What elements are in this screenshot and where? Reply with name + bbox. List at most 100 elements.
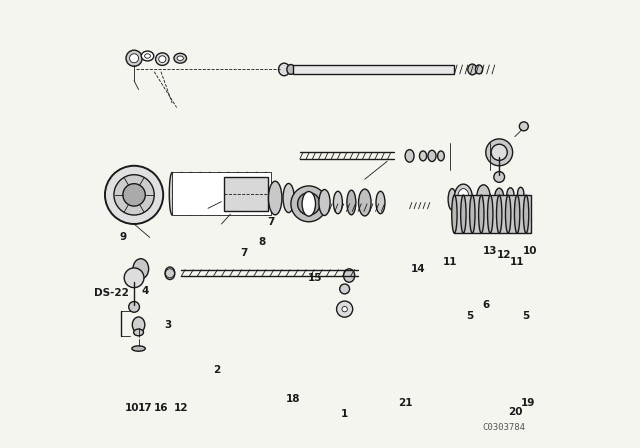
Ellipse shape <box>470 195 475 233</box>
Text: 12: 12 <box>174 403 188 413</box>
Ellipse shape <box>283 184 294 213</box>
Ellipse shape <box>452 195 457 233</box>
Circle shape <box>129 302 140 312</box>
Ellipse shape <box>197 172 204 215</box>
Circle shape <box>124 268 144 288</box>
Ellipse shape <box>253 172 260 215</box>
Text: 10: 10 <box>524 246 538 256</box>
Ellipse shape <box>506 195 511 233</box>
Ellipse shape <box>319 190 330 215</box>
Ellipse shape <box>278 63 290 76</box>
Bar <box>224 177 269 211</box>
Ellipse shape <box>507 188 514 202</box>
Text: 17: 17 <box>138 403 152 413</box>
Ellipse shape <box>405 150 414 162</box>
Ellipse shape <box>454 184 472 210</box>
Ellipse shape <box>477 185 490 209</box>
Ellipse shape <box>169 172 175 215</box>
Circle shape <box>298 193 320 215</box>
Ellipse shape <box>132 346 145 351</box>
Text: 12: 12 <box>497 250 511 260</box>
Circle shape <box>494 172 504 182</box>
Text: 5: 5 <box>467 311 474 321</box>
Ellipse shape <box>428 151 436 162</box>
Text: 9: 9 <box>119 233 127 242</box>
Text: 11: 11 <box>443 257 457 267</box>
Ellipse shape <box>269 181 282 215</box>
Ellipse shape <box>207 172 212 215</box>
Ellipse shape <box>438 151 444 161</box>
Bar <box>454 195 531 233</box>
Ellipse shape <box>263 172 269 215</box>
Circle shape <box>337 301 353 317</box>
Ellipse shape <box>347 190 356 215</box>
Circle shape <box>105 166 163 224</box>
Ellipse shape <box>177 56 184 60</box>
Ellipse shape <box>358 189 371 216</box>
Ellipse shape <box>448 189 456 210</box>
Ellipse shape <box>524 195 529 233</box>
Ellipse shape <box>141 51 154 61</box>
Ellipse shape <box>342 306 348 312</box>
Ellipse shape <box>344 269 355 282</box>
Ellipse shape <box>461 195 466 233</box>
Ellipse shape <box>340 284 349 294</box>
Text: C0303784: C0303784 <box>482 423 525 432</box>
Ellipse shape <box>165 267 175 280</box>
Circle shape <box>114 175 154 215</box>
Bar <box>293 65 454 74</box>
Text: 19: 19 <box>521 398 536 408</box>
Text: 7: 7 <box>240 248 248 258</box>
Text: 3: 3 <box>164 320 172 330</box>
Ellipse shape <box>488 195 493 233</box>
Text: 21: 21 <box>398 398 412 408</box>
Ellipse shape <box>419 151 427 161</box>
Ellipse shape <box>244 172 250 215</box>
Ellipse shape <box>235 172 241 215</box>
Text: 5: 5 <box>522 311 530 321</box>
Ellipse shape <box>179 172 184 215</box>
Text: 4: 4 <box>141 286 149 296</box>
Ellipse shape <box>468 64 477 75</box>
Circle shape <box>291 186 327 222</box>
Circle shape <box>126 50 142 66</box>
Text: 13: 13 <box>483 246 497 256</box>
Circle shape <box>123 184 145 206</box>
Ellipse shape <box>132 317 145 332</box>
Text: 2: 2 <box>213 365 221 375</box>
Ellipse shape <box>225 172 232 215</box>
Ellipse shape <box>479 195 484 233</box>
Text: 8: 8 <box>258 237 266 247</box>
Text: 20: 20 <box>508 407 522 417</box>
Text: 1: 1 <box>341 409 348 419</box>
Text: 16: 16 <box>154 403 168 413</box>
Ellipse shape <box>476 65 483 74</box>
Ellipse shape <box>497 195 502 233</box>
Ellipse shape <box>333 191 342 214</box>
Ellipse shape <box>188 172 194 215</box>
Ellipse shape <box>518 187 524 200</box>
Circle shape <box>130 54 139 63</box>
Ellipse shape <box>145 54 150 58</box>
Text: 15: 15 <box>308 273 323 283</box>
Circle shape <box>486 139 513 166</box>
Ellipse shape <box>134 329 143 336</box>
Circle shape <box>520 122 529 131</box>
Ellipse shape <box>156 53 169 65</box>
Text: 10: 10 <box>125 403 139 413</box>
Ellipse shape <box>495 188 504 206</box>
Ellipse shape <box>159 56 166 63</box>
Ellipse shape <box>458 189 469 206</box>
Ellipse shape <box>216 172 222 215</box>
Ellipse shape <box>174 53 186 63</box>
Ellipse shape <box>515 195 520 233</box>
Text: 14: 14 <box>412 264 426 274</box>
Text: 6: 6 <box>482 300 490 310</box>
Ellipse shape <box>302 192 316 216</box>
Text: 18: 18 <box>286 394 300 404</box>
Text: 7: 7 <box>267 217 275 227</box>
Text: DS-22: DS-22 <box>94 289 129 298</box>
Ellipse shape <box>376 191 385 214</box>
Circle shape <box>491 144 508 160</box>
Ellipse shape <box>133 258 148 279</box>
